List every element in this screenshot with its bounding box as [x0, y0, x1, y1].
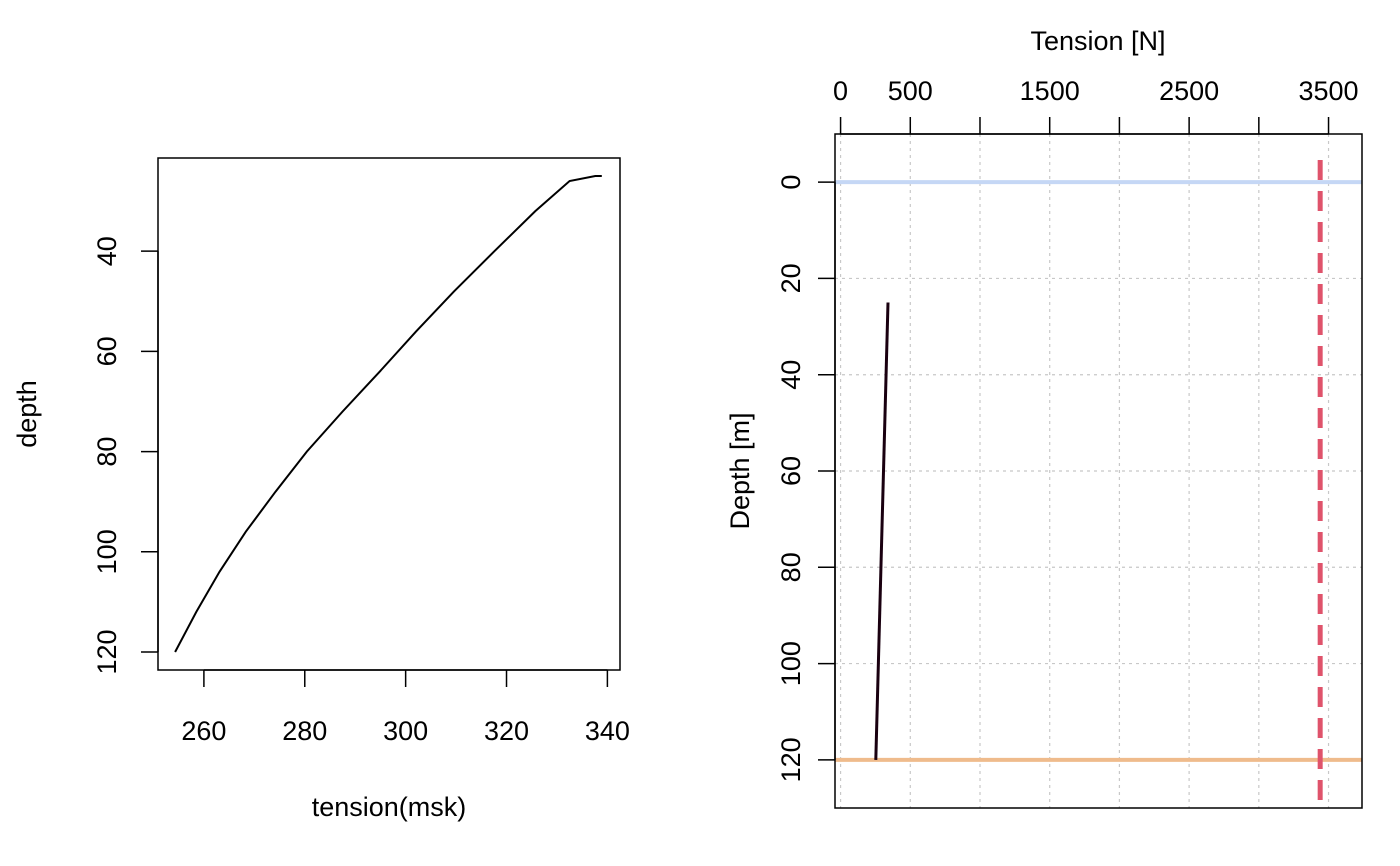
right-x-axis-title: Tension [N]: [1030, 26, 1165, 56]
right-y-tick-label: 0: [776, 175, 806, 190]
left-chart: 260 280 300 320 340 40 60 80 100 120 tension(msk…: [12, 157, 630, 822]
right-x-tick-label: 3500: [1299, 76, 1359, 106]
right-x-axis: 0 500 1500 2500 3500: [833, 76, 1359, 135]
right-y-axis-title: Depth [m]: [725, 412, 755, 529]
right-grid: [835, 134, 1362, 808]
right-x-tick-label: 0: [833, 76, 848, 106]
left-x-tick-label: 320: [484, 716, 529, 746]
left-x-axis: 260 280 300 320 340: [181, 669, 630, 746]
left-y-tick-label: 120: [92, 629, 122, 674]
right-y-tick-label: 100: [776, 641, 806, 686]
left-y-tick-label: 60: [92, 336, 122, 366]
right-y-tick-label: 40: [776, 360, 806, 390]
right-plot-content: [874, 302, 890, 760]
left-plot-content: [174, 175, 602, 653]
right-chart: 0 500 1500 2500 3500 0 20 40 60 80 100 120 Tension…: [725, 26, 1363, 809]
right-tension-line: [874, 302, 890, 760]
right-y-tick-label: 20: [776, 263, 806, 293]
left-y-tick-label: 100: [92, 529, 122, 574]
left-x-tick-label: 280: [282, 716, 327, 746]
right-x-tick-label: 1500: [1020, 76, 1080, 106]
left-x-tick-label: 340: [585, 716, 630, 746]
right-y-tick-label: 60: [776, 456, 806, 486]
right-x-tick-label: 2500: [1159, 76, 1219, 106]
right-y-tick-label: 80: [776, 552, 806, 582]
left-y-tick-label: 40: [92, 236, 122, 266]
left-x-tick-label: 300: [383, 716, 428, 746]
right-reference-lines: [835, 160, 1362, 808]
left-y-axis-title: depth: [12, 380, 42, 448]
left-x-tick-label: 260: [181, 716, 226, 746]
left-series-line: [174, 175, 602, 653]
left-x-axis-title: tension(msk): [312, 792, 467, 822]
right-y-tick-label: 120: [776, 737, 806, 782]
left-y-tick-label: 80: [92, 437, 122, 467]
left-y-axis: 40 60 80 100 120: [92, 236, 159, 675]
right-x-tick-label: 500: [888, 76, 933, 106]
right-y-axis: 0 20 40 60 80 100 120: [776, 175, 836, 782]
